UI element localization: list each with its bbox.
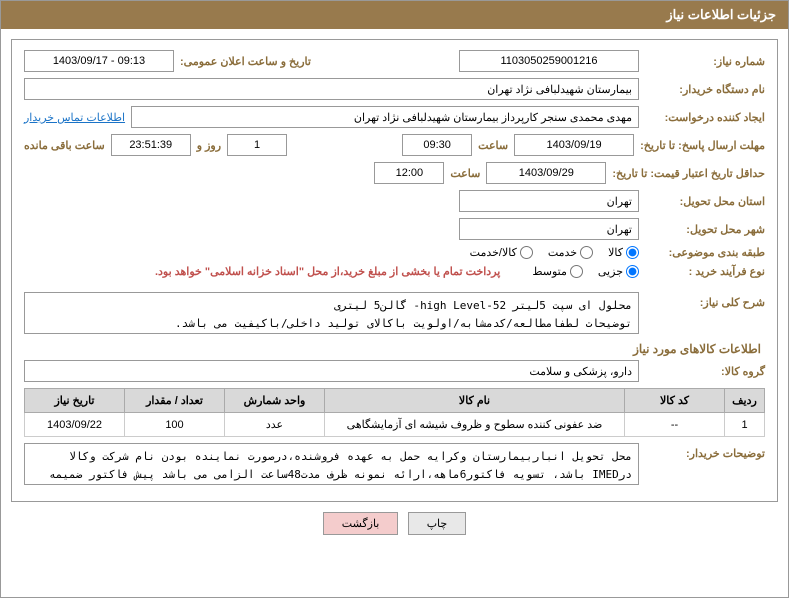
radio-medium-input[interactable]: [570, 265, 583, 278]
td-row: 1: [725, 413, 765, 437]
row-category: طبقه بندی موضوعی: کالا خدمت کالا/خدمت: [24, 246, 765, 259]
countdown-input: [111, 134, 191, 156]
time-label-2: ساعت: [450, 167, 480, 180]
row-delivery-province: استان محل تحویل:: [24, 190, 765, 212]
deadline-time-input: [402, 134, 472, 156]
radio-partial-label: جزیی: [598, 265, 623, 278]
min-validity-time-input: [374, 162, 444, 184]
purchase-type-label: نوع فرآیند خرید :: [645, 265, 765, 278]
announce-label: تاریخ و ساعت اعلان عمومی:: [180, 55, 311, 68]
row-goods-group: گروه کالا:: [24, 360, 765, 382]
deadline-date-input: [514, 134, 634, 156]
delivery-city-label: شهر محل تحویل:: [645, 223, 765, 236]
radio-partial[interactable]: جزیی: [598, 265, 639, 278]
print-button[interactable]: چاپ: [408, 512, 467, 535]
radio-service[interactable]: خدمت: [548, 246, 593, 259]
min-validity-label: حداقل تاریخ اعتبار قیمت: تا تاریخ:: [612, 167, 765, 180]
days-count-input: [227, 134, 287, 156]
th-code: کد کالا: [625, 389, 725, 413]
form-container: شماره نیاز: تاریخ و ساعت اعلان عمومی: نا…: [11, 39, 778, 502]
td-code: --: [625, 413, 725, 437]
category-label: طبقه بندی موضوعی:: [645, 246, 765, 259]
th-date: تاریخ نیاز: [25, 389, 125, 413]
need-number-label: شماره نیاز:: [645, 55, 765, 68]
buyer-org-input: [24, 78, 639, 100]
row-min-validity: حداقل تاریخ اعتبار قیمت: تا تاریخ: ساعت: [24, 162, 765, 184]
radio-service-input[interactable]: [580, 246, 593, 259]
th-name: نام کالا: [325, 389, 625, 413]
contact-link[interactable]: اطلاعات تماس خریدار: [24, 111, 125, 124]
goods-info-title: اطلاعات کالاهای مورد نیاز: [24, 342, 765, 356]
radio-both-label: کالا/خدمت: [470, 246, 517, 259]
remain-text: ساعت باقی مانده: [24, 139, 105, 152]
row-delivery-city: شهر محل تحویل:: [24, 218, 765, 240]
buyer-org-label: نام دستگاه خریدار:: [645, 83, 765, 96]
goods-table: ردیف کد کالا نام کالا واحد شمارش تعداد /…: [24, 388, 765, 437]
table-header-row: ردیف کد کالا نام کالا واحد شمارش تعداد /…: [25, 389, 765, 413]
between-text: روز و: [197, 139, 221, 152]
td-name: ضد عفونی کننده سطوح و ظروف شیشه ای آزمای…: [325, 413, 625, 437]
overview-label: شرح کلی نیاز:: [645, 292, 765, 309]
delivery-city-input: [459, 218, 639, 240]
time-label-1: ساعت: [478, 139, 508, 152]
requester-label: ایجاد کننده درخواست:: [645, 111, 765, 124]
goods-group-label: گروه کالا:: [645, 365, 765, 378]
th-row: ردیف: [725, 389, 765, 413]
deadline-label: مهلت ارسال پاسخ: تا تاریخ:: [640, 139, 765, 152]
row-buyer-org: نام دستگاه خریدار:: [24, 78, 765, 100]
button-row: چاپ بازگشت: [1, 512, 788, 535]
radio-goods[interactable]: کالا: [608, 246, 639, 259]
radio-partial-input[interactable]: [626, 265, 639, 278]
announce-value-input: [24, 50, 174, 72]
radio-both[interactable]: کالا/خدمت: [470, 246, 533, 259]
goods-group-input: [24, 360, 639, 382]
main-window: AriaTender.net جزئیات اطلاعات نیاز شماره…: [0, 0, 789, 598]
td-qty: 100: [125, 413, 225, 437]
row-purchase-type: نوع فرآیند خرید : جزیی متوسط پرداخت تمام…: [24, 265, 765, 278]
radio-both-input[interactable]: [520, 246, 533, 259]
th-qty: تعداد / مقدار: [125, 389, 225, 413]
delivery-province-input: [459, 190, 639, 212]
min-validity-date-input: [486, 162, 606, 184]
header-bar: جزئیات اطلاعات نیاز: [1, 1, 788, 29]
overview-textarea: [24, 292, 639, 334]
row-requester: ایجاد کننده درخواست: اطلاعات تماس خریدار: [24, 106, 765, 128]
radio-goods-input[interactable]: [626, 246, 639, 259]
radio-goods-label: کالا: [608, 246, 623, 259]
need-number-input: [459, 50, 639, 72]
purchase-type-radio-group: جزیی متوسط: [532, 265, 639, 278]
category-radio-group: کالا خدمت کالا/خدمت: [470, 246, 639, 259]
th-unit: واحد شمارش: [225, 389, 325, 413]
td-date: 1403/09/22: [25, 413, 125, 437]
payment-note: پرداخت تمام یا بخشی از مبلغ خرید،از محل …: [155, 265, 500, 278]
delivery-province-label: استان محل تحویل:: [645, 195, 765, 208]
radio-medium-label: متوسط: [532, 265, 567, 278]
back-button[interactable]: بازگشت: [323, 512, 399, 535]
radio-medium[interactable]: متوسط: [532, 265, 583, 278]
buyer-notes-textarea: [24, 443, 639, 485]
row-deadline: مهلت ارسال پاسخ: تا تاریخ: ساعت روز و سا…: [24, 134, 765, 156]
table-row: 1 -- ضد عفونی کننده سطوح و ظروف شیشه ای …: [25, 413, 765, 437]
buyer-notes-label: توضیحات خریدار:: [645, 443, 765, 460]
row-buyer-notes: توضیحات خریدار:: [24, 443, 765, 485]
row-need-number: شماره نیاز: تاریخ و ساعت اعلان عمومی:: [24, 50, 765, 72]
row-overview: شرح کلی نیاز:: [24, 292, 765, 334]
requester-input: [131, 106, 639, 128]
radio-service-label: خدمت: [548, 246, 577, 259]
td-unit: عدد: [225, 413, 325, 437]
header-title: جزئیات اطلاعات نیاز: [666, 7, 776, 22]
